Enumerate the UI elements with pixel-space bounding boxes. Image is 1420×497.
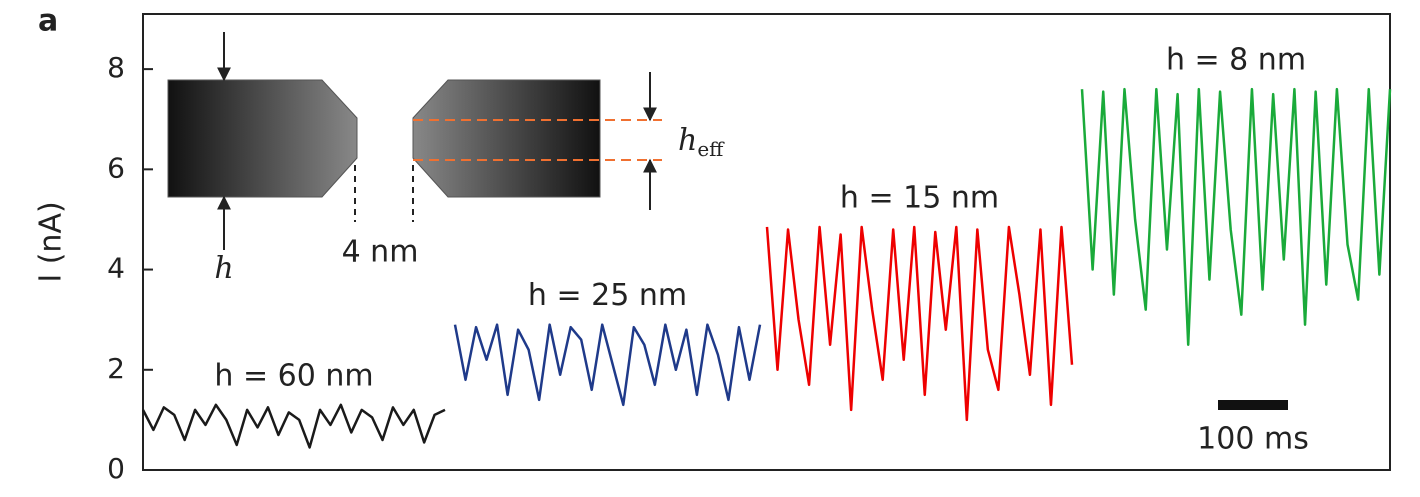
trace [453, 323, 762, 407]
heff-base: h [678, 123, 697, 158]
trace-label: h = 15 nm [840, 180, 999, 215]
plot-frame [142, 13, 1391, 471]
inset-h-label: h [214, 251, 233, 286]
y-tick-label: 0 [107, 452, 125, 485]
electrode-left [167, 79, 358, 198]
scale-bar-label: 100 ms [1197, 422, 1309, 457]
trace-label: h = 25 nm [528, 278, 687, 313]
electrode-right [412, 79, 601, 198]
inset: h 4 nm heff [167, 32, 725, 286]
y-tick-label: 2 [107, 352, 125, 385]
y-axis-label: I (nA) [34, 201, 69, 282]
panel-label: a [38, 4, 58, 39]
heff-sub: eff [697, 137, 725, 161]
trace [765, 225, 1074, 422]
trace-label: h = 60 nm [214, 358, 373, 393]
scale-bar [1218, 400, 1288, 410]
inset-gap-label: 4 nm [342, 235, 419, 270]
trace [1080, 87, 1392, 346]
y-tick-label: 6 [107, 151, 125, 184]
trace-label: h = 8 nm [1166, 43, 1306, 78]
y-tick-label: 4 [107, 252, 125, 285]
y-tick-label: 8 [107, 51, 125, 84]
inset-heff-label: heff [678, 123, 725, 161]
trace [141, 403, 446, 449]
